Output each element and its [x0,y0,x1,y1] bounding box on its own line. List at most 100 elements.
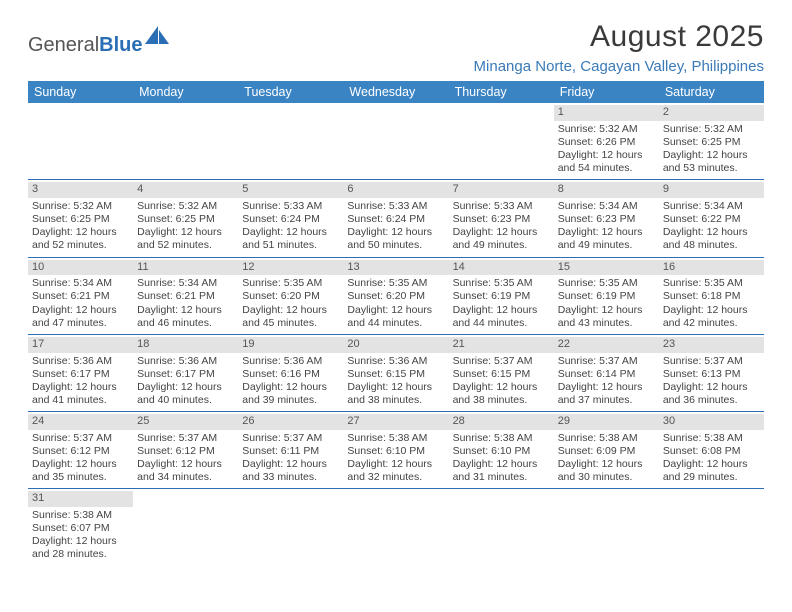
sunset-text: Sunset: 6:21 PM [137,290,234,303]
daylight-text: Daylight: 12 hours and 50 minutes. [347,226,444,252]
daylight-text: Daylight: 12 hours and 38 minutes. [347,381,444,407]
calendar-day-cell [133,489,238,566]
sunrise-text: Sunrise: 5:35 AM [663,277,760,290]
daylight-text: Daylight: 12 hours and 43 minutes. [558,304,655,330]
sunset-text: Sunset: 6:16 PM [242,368,339,381]
calendar-day-cell: 4Sunrise: 5:32 AMSunset: 6:25 PMDaylight… [133,180,238,257]
sunrise-text: Sunrise: 5:36 AM [32,355,129,368]
day-number: 24 [28,414,133,430]
sunset-text: Sunset: 6:07 PM [32,522,129,535]
calendar-day-cell: 26Sunrise: 5:37 AMSunset: 6:11 PMDayligh… [238,412,343,489]
brand-logo: GeneralBlue [28,26,171,65]
daylight-text: Daylight: 12 hours and 34 minutes. [137,458,234,484]
sunset-text: Sunset: 6:25 PM [663,136,760,149]
day-number: 19 [238,337,343,353]
calendar-day-cell [133,103,238,180]
calendar-day-cell: 17Sunrise: 5:36 AMSunset: 6:17 PMDayligh… [28,334,133,411]
sunset-text: Sunset: 6:09 PM [558,445,655,458]
day-number: 6 [343,182,448,198]
calendar-day-cell: 9Sunrise: 5:34 AMSunset: 6:22 PMDaylight… [659,180,764,257]
sunset-text: Sunset: 6:12 PM [137,445,234,458]
calendar-day-cell: 14Sunrise: 5:35 AMSunset: 6:19 PMDayligh… [449,257,554,334]
sunrise-text: Sunrise: 5:37 AM [137,432,234,445]
calendar-week-row: 3Sunrise: 5:32 AMSunset: 6:25 PMDaylight… [28,180,764,257]
sunset-text: Sunset: 6:11 PM [242,445,339,458]
sunrise-text: Sunrise: 5:36 AM [242,355,339,368]
day-number: 18 [133,337,238,353]
daylight-text: Daylight: 12 hours and 32 minutes. [347,458,444,484]
calendar-day-cell [238,103,343,180]
calendar-day-cell: 15Sunrise: 5:35 AMSunset: 6:19 PMDayligh… [554,257,659,334]
sunset-text: Sunset: 6:10 PM [347,445,444,458]
weekday-header: Sunday [28,81,133,103]
day-number: 4 [133,182,238,198]
daylight-text: Daylight: 12 hours and 35 minutes. [32,458,129,484]
calendar-table: Sunday Monday Tuesday Wednesday Thursday… [28,81,764,566]
day-number: 27 [343,414,448,430]
location-subtitle: Minanga Norte, Cagayan Valley, Philippin… [474,58,764,75]
title-block: August 2025 Minanga Norte, Cagayan Valle… [474,20,764,75]
calendar-day-cell: 29Sunrise: 5:38 AMSunset: 6:09 PMDayligh… [554,412,659,489]
calendar-day-cell [28,103,133,180]
sunset-text: Sunset: 6:15 PM [453,368,550,381]
sunrise-text: Sunrise: 5:34 AM [663,200,760,213]
calendar-day-cell [343,489,448,566]
header: GeneralBlue August 2025 Minanga Norte, C… [28,20,764,75]
day-number: 16 [659,260,764,276]
calendar-day-cell: 30Sunrise: 5:38 AMSunset: 6:08 PMDayligh… [659,412,764,489]
calendar-page: GeneralBlue August 2025 Minanga Norte, C… [0,0,792,586]
day-number: 7 [449,182,554,198]
sunrise-text: Sunrise: 5:35 AM [347,277,444,290]
sunrise-text: Sunrise: 5:33 AM [453,200,550,213]
sunrise-text: Sunrise: 5:38 AM [32,509,129,522]
calendar-day-cell: 7Sunrise: 5:33 AMSunset: 6:23 PMDaylight… [449,180,554,257]
day-number: 20 [343,337,448,353]
calendar-day-cell: 28Sunrise: 5:38 AMSunset: 6:10 PMDayligh… [449,412,554,489]
sunset-text: Sunset: 6:22 PM [663,213,760,226]
sunset-text: Sunset: 6:14 PM [558,368,655,381]
calendar-day-cell: 10Sunrise: 5:34 AMSunset: 6:21 PMDayligh… [28,257,133,334]
calendar-day-cell: 5Sunrise: 5:33 AMSunset: 6:24 PMDaylight… [238,180,343,257]
sunset-text: Sunset: 6:15 PM [347,368,444,381]
sail-icon [145,26,171,51]
sunset-text: Sunset: 6:23 PM [453,213,550,226]
sunset-text: Sunset: 6:24 PM [242,213,339,226]
sunrise-text: Sunrise: 5:35 AM [453,277,550,290]
calendar-week-row: 1Sunrise: 5:32 AMSunset: 6:26 PMDaylight… [28,103,764,180]
calendar-body: 1Sunrise: 5:32 AMSunset: 6:26 PMDaylight… [28,103,764,566]
day-number: 30 [659,414,764,430]
daylight-text: Daylight: 12 hours and 39 minutes. [242,381,339,407]
daylight-text: Daylight: 12 hours and 29 minutes. [663,458,760,484]
calendar-day-cell: 3Sunrise: 5:32 AMSunset: 6:25 PMDaylight… [28,180,133,257]
sunset-text: Sunset: 6:21 PM [32,290,129,303]
sunset-text: Sunset: 6:10 PM [453,445,550,458]
sunset-text: Sunset: 6:17 PM [32,368,129,381]
day-number: 14 [449,260,554,276]
day-number: 31 [28,491,133,507]
calendar-day-cell: 31Sunrise: 5:38 AMSunset: 6:07 PMDayligh… [28,489,133,566]
calendar-day-cell: 18Sunrise: 5:36 AMSunset: 6:17 PMDayligh… [133,334,238,411]
calendar-week-row: 31Sunrise: 5:38 AMSunset: 6:07 PMDayligh… [28,489,764,566]
day-number: 12 [238,260,343,276]
day-number: 26 [238,414,343,430]
sunrise-text: Sunrise: 5:36 AM [347,355,444,368]
day-number: 28 [449,414,554,430]
day-number: 5 [238,182,343,198]
calendar-day-cell: 13Sunrise: 5:35 AMSunset: 6:20 PMDayligh… [343,257,448,334]
daylight-text: Daylight: 12 hours and 52 minutes. [137,226,234,252]
day-number: 11 [133,260,238,276]
calendar-day-cell: 23Sunrise: 5:37 AMSunset: 6:13 PMDayligh… [659,334,764,411]
calendar-day-cell [343,103,448,180]
daylight-text: Daylight: 12 hours and 53 minutes. [663,149,760,175]
sunset-text: Sunset: 6:13 PM [663,368,760,381]
calendar-day-cell: 27Sunrise: 5:38 AMSunset: 6:10 PMDayligh… [343,412,448,489]
day-number: 15 [554,260,659,276]
sunrise-text: Sunrise: 5:33 AM [242,200,339,213]
calendar-day-cell [449,489,554,566]
sunset-text: Sunset: 6:25 PM [32,213,129,226]
day-number: 1 [554,105,659,121]
daylight-text: Daylight: 12 hours and 48 minutes. [663,226,760,252]
sunrise-text: Sunrise: 5:32 AM [558,123,655,136]
daylight-text: Daylight: 12 hours and 37 minutes. [558,381,655,407]
sunrise-text: Sunrise: 5:33 AM [347,200,444,213]
